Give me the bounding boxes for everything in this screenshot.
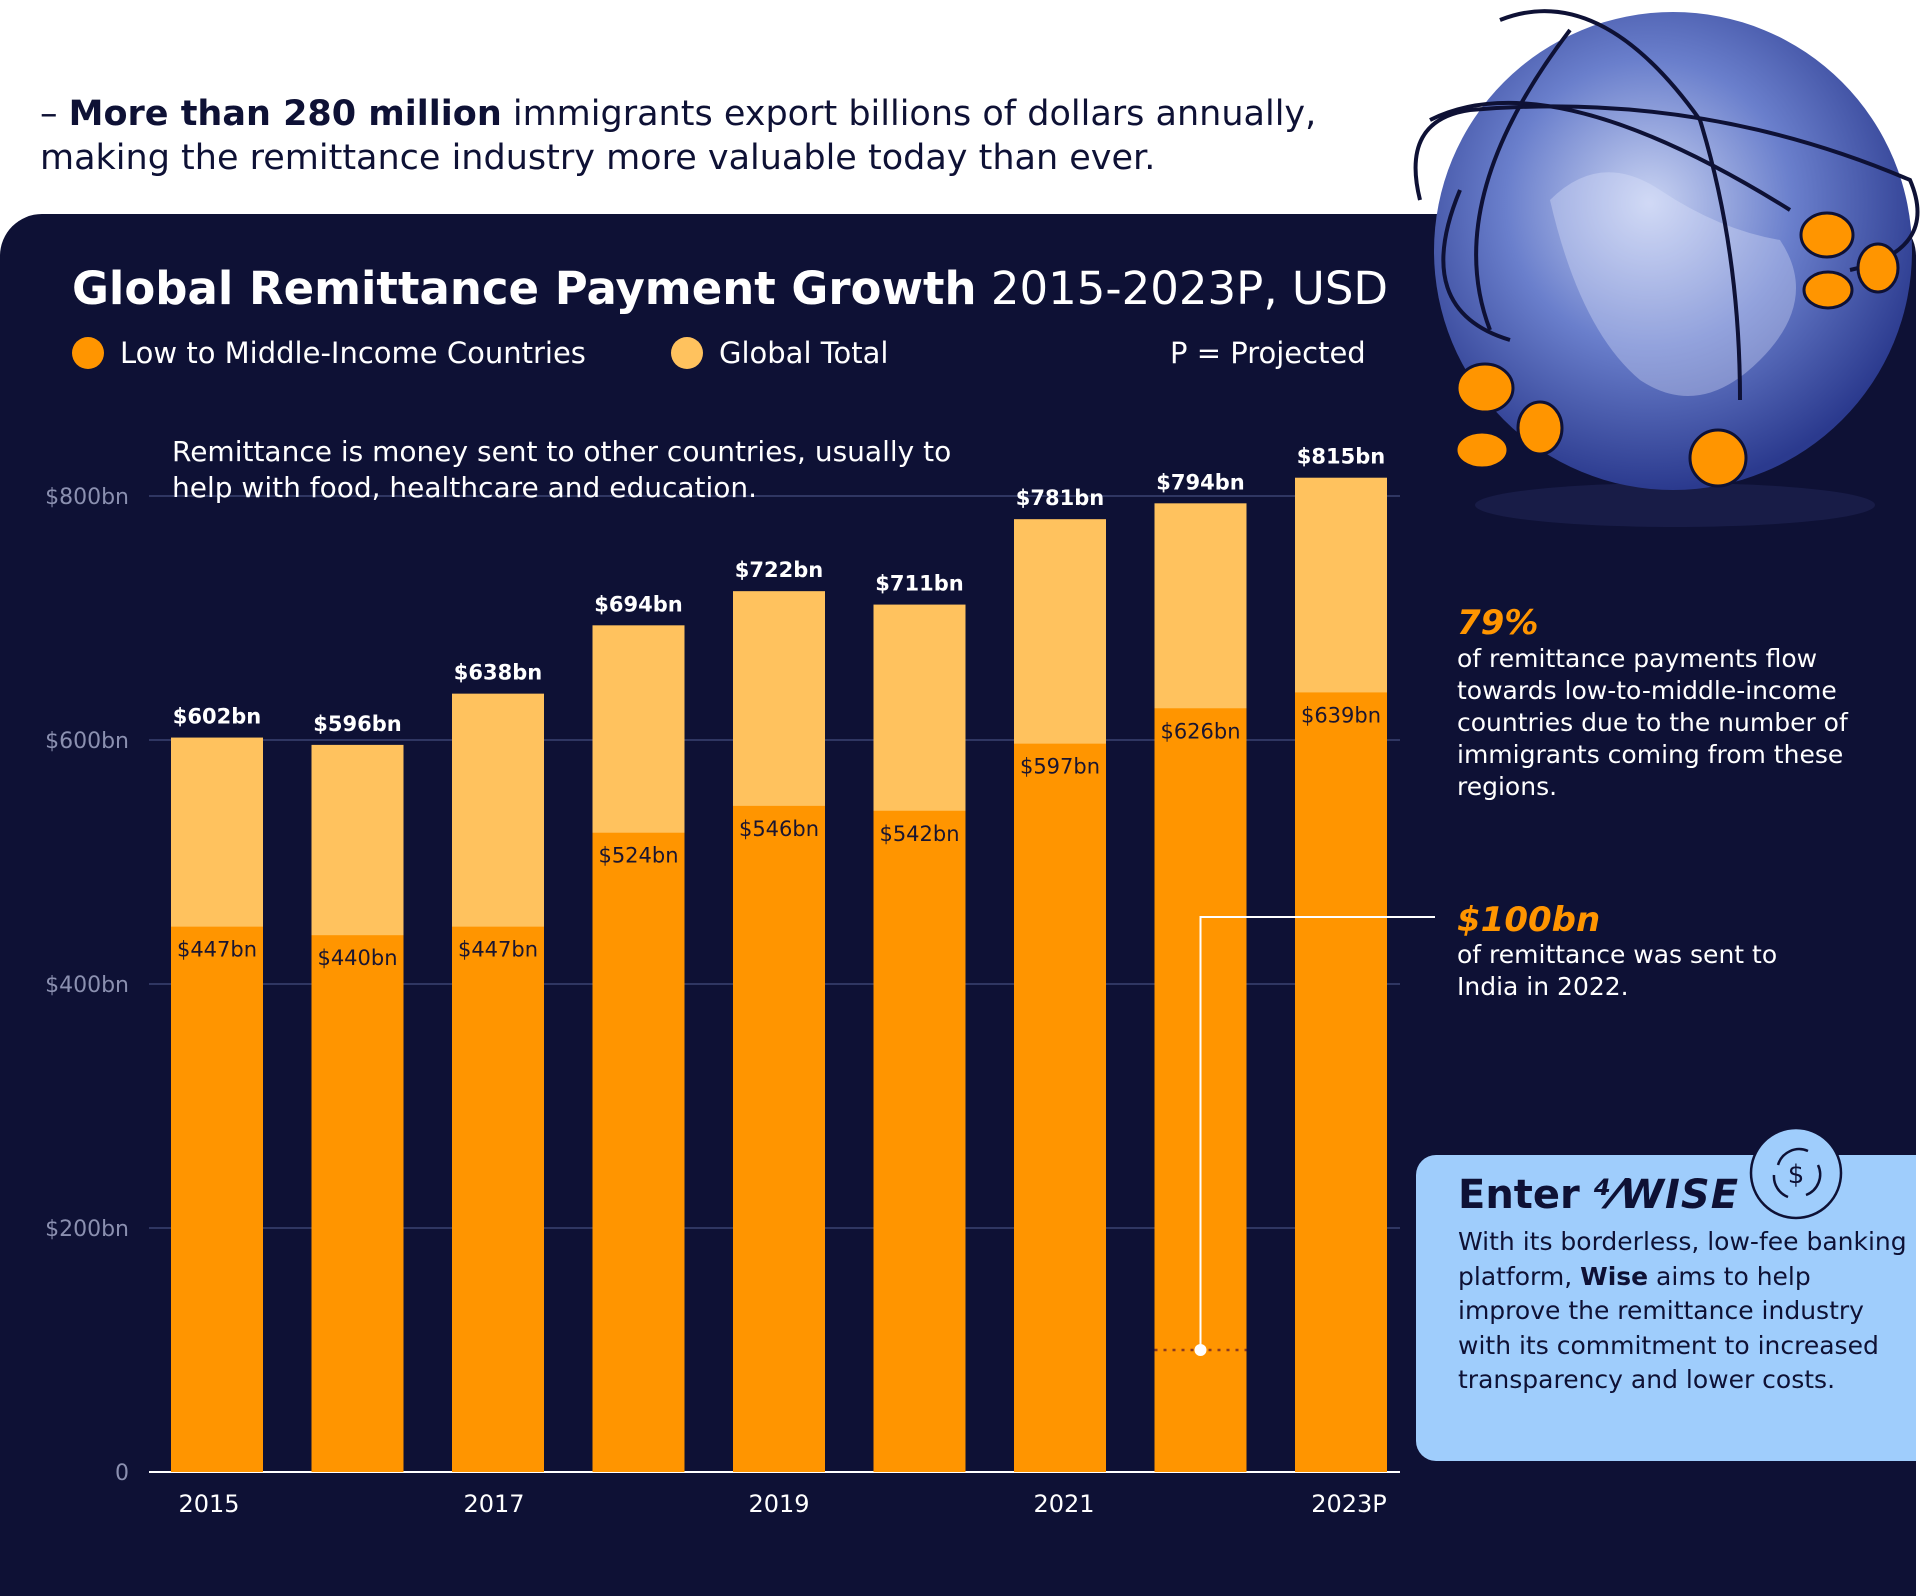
low-income-data-label: $542bn: [879, 822, 959, 846]
bar-low-income: [1014, 743, 1106, 1472]
low-income-data-label: $440bn: [317, 946, 397, 970]
wise-description: With its borderless, low-fee banking pla…: [1458, 1227, 1907, 1394]
intro-text: – More than 280 million immigrants expor…: [40, 92, 1390, 180]
wise-box: [1416, 1155, 1916, 1461]
x-tick-label: 2019: [748, 1490, 809, 1518]
total-data-label: $596bn: [313, 712, 401, 736]
x-tick-label: 2015: [178, 1490, 239, 1518]
bar-low-income: [1295, 692, 1387, 1472]
total-data-label: $781bn: [1016, 486, 1104, 510]
low-income-data-label: $597bn: [1020, 755, 1100, 779]
intro-rest: immigrants export billions of dollars an…: [40, 94, 1317, 178]
bar-low-income: [733, 805, 825, 1472]
x-tick-label: 2021: [1033, 1490, 1094, 1518]
recycle-dollar-icon: $: [1749, 1126, 1843, 1220]
low-income-data-label: $639bn: [1301, 703, 1381, 727]
total-data-label: $815bn: [1297, 445, 1385, 469]
stat-100bn: $100bn: [1457, 900, 1601, 940]
enter-label: Enter: [1458, 1172, 1580, 1218]
globe-icon: [1434, 12, 1912, 490]
legend-item-low-income: Low to Middle-Income Countries: [72, 336, 586, 370]
legend-note: P = Projected: [1170, 336, 1366, 370]
chart-title: Global Remittance Payment Growth 2015-20…: [72, 262, 1388, 315]
bar-low-income: [171, 926, 263, 1472]
bar-low-income: [311, 935, 404, 1472]
legend-swatch-low: [72, 337, 104, 369]
legend-swatch-global: [671, 337, 703, 369]
low-income-data-label: $546bn: [739, 817, 819, 841]
wise-logo: ⁴⁄WISE: [1593, 1172, 1740, 1218]
stat-79-text: of remittance payments flow towards low-…: [1457, 644, 1848, 801]
bar-low-income: [592, 832, 685, 1472]
x-tick-label: 2017: [463, 1490, 524, 1518]
y-tick-label: $800bn: [45, 485, 129, 510]
low-income-data-label: $447bn: [458, 938, 538, 962]
chart-title-main: Global Remittance Payment Growth: [72, 262, 977, 315]
intro-bold: More than 280 million: [68, 94, 502, 134]
stat-100bn-text: of remittance was sent to India in 2022.: [1457, 940, 1778, 1001]
x-tick-label: 2023P: [1311, 1490, 1387, 1518]
flow-arrows: [1413, 9, 1920, 401]
wise-title: Enter ⁴⁄WISE: [1458, 1172, 1739, 1218]
legend-label: Global Total: [719, 336, 889, 370]
bar-low-income: [452, 926, 544, 1472]
total-data-label: $722bn: [735, 558, 823, 582]
remittance-definition: Remittance is money sent to other countr…: [172, 435, 952, 504]
y-tick-label: 0: [115, 1461, 129, 1486]
legend-item-global: Global Total: [671, 336, 888, 370]
y-tick-label: $200bn: [45, 1217, 129, 1242]
low-income-data-label: $524bn: [598, 844, 678, 868]
globe-illustration: [1413, 9, 1920, 527]
chart-subtitle: 2015-2023P, USD: [990, 262, 1389, 315]
intro-dash: –: [40, 94, 58, 134]
total-data-label: $694bn: [594, 592, 682, 616]
legend-label: Low to Middle-Income Countries: [120, 336, 586, 370]
total-data-label: $638bn: [454, 661, 542, 685]
globe-shadow: [1475, 483, 1875, 527]
stat-79-percent: 79%: [1457, 603, 1539, 643]
bar-low-income: [873, 810, 966, 1472]
low-income-data-label: $626bn: [1160, 719, 1240, 743]
annotation-connector: [1199, 916, 1435, 1350]
annotation-dot: [1194, 1344, 1207, 1356]
svg-text:$: $: [1788, 1160, 1805, 1190]
total-data-label: $794bn: [1156, 470, 1244, 494]
total-data-label: $602bn: [173, 705, 261, 729]
low-income-data-label: $447bn: [177, 938, 257, 962]
projected-note: P = Projected: [1170, 336, 1366, 370]
total-data-label: $711bn: [875, 572, 963, 596]
y-tick-label: $400bn: [45, 973, 129, 998]
coin-icons: [1454, 211, 1900, 488]
y-tick-label: $600bn: [45, 729, 129, 754]
